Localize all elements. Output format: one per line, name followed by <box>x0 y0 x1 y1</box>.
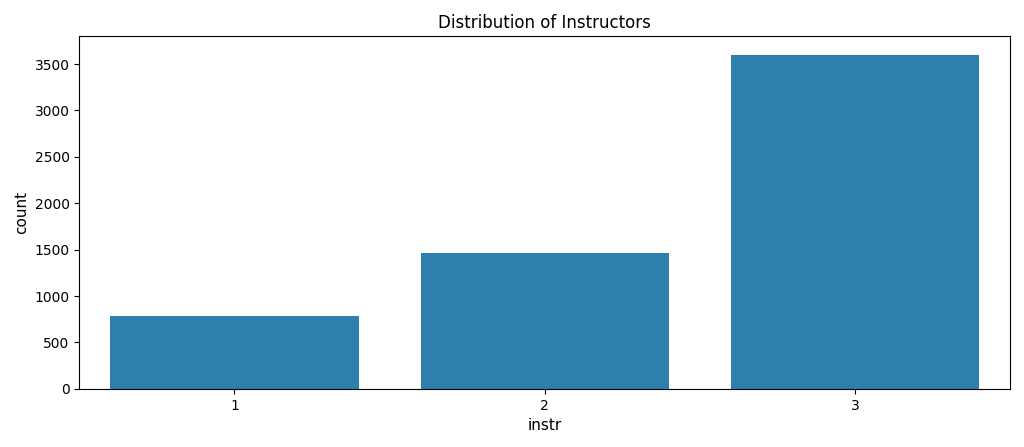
X-axis label: instr: instr <box>527 418 562 433</box>
Y-axis label: count: count <box>14 191 29 234</box>
Bar <box>421 253 669 389</box>
Bar <box>111 316 358 389</box>
Title: Distribution of Instructors: Distribution of Instructors <box>438 14 651 32</box>
Bar <box>731 55 979 389</box>
